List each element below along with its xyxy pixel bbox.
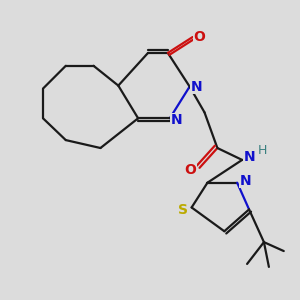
Text: N: N (171, 113, 183, 127)
Text: O: O (185, 163, 197, 177)
Text: O: O (194, 30, 206, 44)
Text: N: N (191, 80, 203, 94)
Text: N: N (243, 150, 255, 164)
Text: H: H (257, 143, 267, 157)
Text: N: N (239, 174, 251, 188)
Text: S: S (178, 203, 188, 218)
